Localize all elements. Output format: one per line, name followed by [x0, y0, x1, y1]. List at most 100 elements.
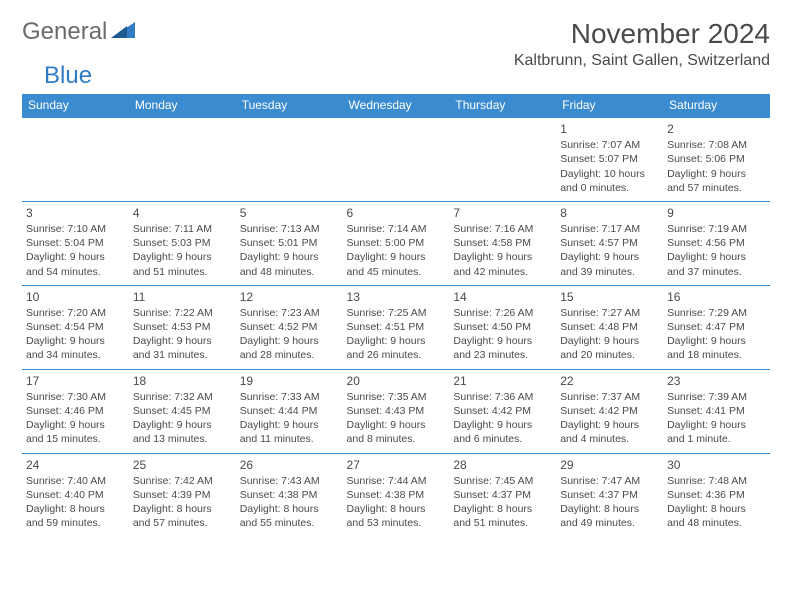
sunrise-line: Sunrise: 7:27 AM [560, 306, 659, 320]
sunrise-line: Sunrise: 7:14 AM [347, 222, 446, 236]
calendar-cell: 25Sunrise: 7:42 AMSunset: 4:39 PMDayligh… [129, 453, 236, 536]
daylight-line: Daylight: 9 hours and 37 minutes. [667, 250, 766, 278]
daylight-line: Daylight: 9 hours and 13 minutes. [133, 418, 232, 446]
sunset-line: Sunset: 4:43 PM [347, 404, 446, 418]
day-header: Friday [556, 94, 663, 117]
calendar-cell: 11Sunrise: 7:22 AMSunset: 4:53 PMDayligh… [129, 285, 236, 369]
sunset-line: Sunset: 4:38 PM [347, 488, 446, 502]
daylight-line: Daylight: 9 hours and 8 minutes. [347, 418, 446, 446]
sunset-line: Sunset: 4:40 PM [26, 488, 125, 502]
daylight-line: Daylight: 10 hours and 0 minutes. [560, 167, 659, 195]
day-number: 27 [347, 457, 446, 473]
day-number: 26 [240, 457, 339, 473]
daylight-line: Daylight: 9 hours and 28 minutes. [240, 334, 339, 362]
sunrise-line: Sunrise: 7:19 AM [667, 222, 766, 236]
day-number: 24 [26, 457, 125, 473]
sunset-line: Sunset: 4:50 PM [453, 320, 552, 334]
day-number: 8 [560, 205, 659, 221]
calendar-cell: 27Sunrise: 7:44 AMSunset: 4:38 PMDayligh… [343, 453, 450, 536]
day-number: 18 [133, 373, 232, 389]
sunrise-line: Sunrise: 7:40 AM [26, 474, 125, 488]
daylight-line: Daylight: 9 hours and 15 minutes. [26, 418, 125, 446]
sunrise-line: Sunrise: 7:20 AM [26, 306, 125, 320]
daylight-line: Daylight: 9 hours and 20 minutes. [560, 334, 659, 362]
daylight-line: Daylight: 8 hours and 59 minutes. [26, 502, 125, 530]
day-number: 6 [347, 205, 446, 221]
daylight-line: Daylight: 8 hours and 57 minutes. [133, 502, 232, 530]
day-number: 2 [667, 121, 766, 137]
sunrise-line: Sunrise: 7:45 AM [453, 474, 552, 488]
sunset-line: Sunset: 4:38 PM [240, 488, 339, 502]
calendar-cell: 17Sunrise: 7:30 AMSunset: 4:46 PMDayligh… [22, 369, 129, 453]
day-number: 11 [133, 289, 232, 305]
calendar-cell: 21Sunrise: 7:36 AMSunset: 4:42 PMDayligh… [449, 369, 556, 453]
sunset-line: Sunset: 4:37 PM [453, 488, 552, 502]
daylight-line: Daylight: 9 hours and 11 minutes. [240, 418, 339, 446]
calendar-cell: 13Sunrise: 7:25 AMSunset: 4:51 PMDayligh… [343, 285, 450, 369]
sunset-line: Sunset: 4:58 PM [453, 236, 552, 250]
day-number: 3 [26, 205, 125, 221]
day-number: 17 [26, 373, 125, 389]
sunrise-line: Sunrise: 7:32 AM [133, 390, 232, 404]
sunset-line: Sunset: 4:52 PM [240, 320, 339, 334]
sunrise-line: Sunrise: 7:13 AM [240, 222, 339, 236]
day-number: 13 [347, 289, 446, 305]
logo: General [22, 18, 141, 46]
calendar-cell: 8Sunrise: 7:17 AMSunset: 4:57 PMDaylight… [556, 201, 663, 285]
daylight-line: Daylight: 9 hours and 34 minutes. [26, 334, 125, 362]
calendar-cell: 7Sunrise: 7:16 AMSunset: 4:58 PMDaylight… [449, 201, 556, 285]
calendar-cell: 12Sunrise: 7:23 AMSunset: 4:52 PMDayligh… [236, 285, 343, 369]
daylight-line: Daylight: 9 hours and 18 minutes. [667, 334, 766, 362]
sunset-line: Sunset: 4:51 PM [347, 320, 446, 334]
calendar-week-row: 17Sunrise: 7:30 AMSunset: 4:46 PMDayligh… [22, 369, 770, 453]
daylight-line: Daylight: 9 hours and 57 minutes. [667, 167, 766, 195]
daylight-line: Daylight: 8 hours and 55 minutes. [240, 502, 339, 530]
daylight-line: Daylight: 9 hours and 42 minutes. [453, 250, 552, 278]
day-header: Monday [129, 94, 236, 117]
calendar-cell: 20Sunrise: 7:35 AMSunset: 4:43 PMDayligh… [343, 369, 450, 453]
sunrise-line: Sunrise: 7:25 AM [347, 306, 446, 320]
day-number: 10 [26, 289, 125, 305]
sunrise-line: Sunrise: 7:16 AM [453, 222, 552, 236]
daylight-line: Daylight: 8 hours and 51 minutes. [453, 502, 552, 530]
day-number: 22 [560, 373, 659, 389]
calendar-week-row: 3Sunrise: 7:10 AMSunset: 5:04 PMDaylight… [22, 201, 770, 285]
sunrise-line: Sunrise: 7:30 AM [26, 390, 125, 404]
day-number: 14 [453, 289, 552, 305]
sunset-line: Sunset: 5:03 PM [133, 236, 232, 250]
day-number: 16 [667, 289, 766, 305]
logo-word1: General [22, 18, 107, 46]
day-header-row: SundayMondayTuesdayWednesdayThursdayFrid… [22, 94, 770, 117]
sunrise-line: Sunrise: 7:43 AM [240, 474, 339, 488]
daylight-line: Daylight: 9 hours and 31 minutes. [133, 334, 232, 362]
daylight-line: Daylight: 8 hours and 53 minutes. [347, 502, 446, 530]
calendar-cell [343, 117, 450, 201]
sunset-line: Sunset: 4:46 PM [26, 404, 125, 418]
sunset-line: Sunset: 4:42 PM [560, 404, 659, 418]
day-number: 19 [240, 373, 339, 389]
calendar-body: 1Sunrise: 7:07 AMSunset: 5:07 PMDaylight… [22, 117, 770, 536]
sunrise-line: Sunrise: 7:07 AM [560, 138, 659, 152]
daylight-line: Daylight: 9 hours and 23 minutes. [453, 334, 552, 362]
sunrise-line: Sunrise: 7:37 AM [560, 390, 659, 404]
sunset-line: Sunset: 4:47 PM [667, 320, 766, 334]
calendar-week-row: 1Sunrise: 7:07 AMSunset: 5:07 PMDaylight… [22, 117, 770, 201]
daylight-line: Daylight: 9 hours and 6 minutes. [453, 418, 552, 446]
day-number: 15 [560, 289, 659, 305]
sunset-line: Sunset: 4:53 PM [133, 320, 232, 334]
logo-triangle-icon [111, 20, 137, 45]
calendar-cell: 23Sunrise: 7:39 AMSunset: 4:41 PMDayligh… [663, 369, 770, 453]
sunrise-line: Sunrise: 7:17 AM [560, 222, 659, 236]
sunset-line: Sunset: 4:37 PM [560, 488, 659, 502]
daylight-line: Daylight: 8 hours and 48 minutes. [667, 502, 766, 530]
daylight-line: Daylight: 9 hours and 1 minute. [667, 418, 766, 446]
day-number: 23 [667, 373, 766, 389]
sunset-line: Sunset: 4:48 PM [560, 320, 659, 334]
calendar-cell: 5Sunrise: 7:13 AMSunset: 5:01 PMDaylight… [236, 201, 343, 285]
calendar-cell: 4Sunrise: 7:11 AMSunset: 5:03 PMDaylight… [129, 201, 236, 285]
sunrise-line: Sunrise: 7:11 AM [133, 222, 232, 236]
daylight-line: Daylight: 9 hours and 26 minutes. [347, 334, 446, 362]
calendar-cell: 2Sunrise: 7:08 AMSunset: 5:06 PMDaylight… [663, 117, 770, 201]
calendar-cell: 19Sunrise: 7:33 AMSunset: 4:44 PMDayligh… [236, 369, 343, 453]
sunrise-line: Sunrise: 7:23 AM [240, 306, 339, 320]
